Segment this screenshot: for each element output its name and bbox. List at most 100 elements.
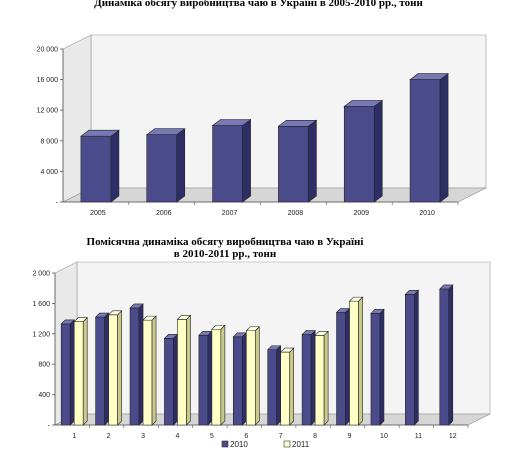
chart2-xtick-label: 1 <box>72 433 76 440</box>
chart1-bar-top <box>145 128 186 135</box>
chart2-bar-2010-9 <box>336 312 346 426</box>
chart2-xtick-label: 5 <box>210 433 214 440</box>
chart2-xtick-label: 11 <box>415 433 422 440</box>
chart1-ytick-label: 20 000 <box>37 47 59 54</box>
chart2-xtick-label: 2 <box>107 433 111 440</box>
chart2-bar-top <box>370 308 385 314</box>
chart2-bar-top <box>129 303 144 309</box>
chart2-xtick-label: 9 <box>348 433 352 440</box>
chart2-bar-side <box>82 316 88 426</box>
chart2-bar-side <box>173 333 178 426</box>
chart1-ytick-label: 4 000 <box>40 169 58 176</box>
chart2-xtick-label: 6 <box>244 433 248 440</box>
chart2-bar-2010-4 <box>164 338 174 426</box>
chart2-bar-side <box>186 314 191 426</box>
chart2-bar-2011-9 <box>349 300 359 426</box>
chart2-xtick-label: 8 <box>313 433 317 440</box>
chart2-bar-top <box>142 315 157 321</box>
chart2-bar-2011-5 <box>211 328 222 426</box>
chart2-xtick-label: 12 <box>449 433 457 440</box>
chart2-bar-side <box>414 289 419 426</box>
chart1-title: Динаміка обсягу виробництва чаю в Україн… <box>94 0 423 9</box>
chart2-bar-side <box>207 330 213 426</box>
chart1-bar-top <box>277 119 318 127</box>
chart2-bar-side <box>276 345 282 426</box>
chart1-xtick-label: 2007 <box>222 210 238 217</box>
chart2-bar-top <box>266 345 282 351</box>
chart2-xtick-label: 4 <box>176 433 180 440</box>
chart2-title: Помісячна динаміка обсягу виробництва ча… <box>0 236 450 260</box>
chart2-bar-side <box>289 347 295 426</box>
chart2-ytick-label: 2 000 <box>32 271 50 278</box>
chart2-bar-2010-10 <box>370 312 381 426</box>
chart2-xtick-label: 10 <box>380 433 388 440</box>
chart2-bar-top <box>439 284 454 290</box>
chart1-xtick-label: 2006 <box>156 210 172 217</box>
chart2-bar-top <box>73 317 88 322</box>
legend-label-2010: 2010 <box>230 440 248 449</box>
chart2-bar-top <box>279 347 295 353</box>
chart1-xtick-label: 2008 <box>288 210 304 217</box>
chart2-bar-top <box>211 324 226 330</box>
chart2-bar-side <box>104 312 109 426</box>
chart2-bar-2011-8 <box>314 335 325 426</box>
chart1-bar-top <box>343 100 384 107</box>
chart2-bar-2011-1 <box>73 321 84 426</box>
chart2-bar-2011-3 <box>142 319 153 426</box>
chart2-bar-top <box>348 296 364 302</box>
chart1-xtick-label: 2010 <box>419 210 435 217</box>
chart2-bar-2010-12 <box>439 288 450 426</box>
chart1: - 4 000 8 000 12 000 16 000 20 000 2005 2006 200… <box>37 34 487 217</box>
chart2-xtick-label: 3 <box>141 433 145 440</box>
chart2-bar-top <box>314 331 329 336</box>
chart2-bar-top <box>176 315 192 320</box>
legend-swatch-2010 <box>221 440 229 448</box>
chart2-bar-2011-7 <box>280 351 291 426</box>
chart2-bar-top <box>60 319 75 325</box>
chart2-ytick-label: 800 <box>38 362 50 369</box>
chart2-bar-2010-3 <box>129 307 140 426</box>
chart2-bar-2011-4 <box>177 319 187 426</box>
chart2-bar-top <box>301 330 316 335</box>
chart2-bar-2010-6 <box>232 336 243 426</box>
chart2-bar-side <box>254 326 260 426</box>
chart2-ytick-label: 1 600 <box>32 301 50 308</box>
chart2-title-line2: в 2010-2011 рр., тонн <box>173 248 277 260</box>
chart1-ytick-label: - <box>56 200 59 207</box>
chart2-bar-2011-6 <box>245 330 256 426</box>
chart2-bar-side <box>117 310 122 426</box>
chart2-bar-2010-5 <box>198 335 209 426</box>
chart2-bar-top <box>245 326 261 332</box>
chart2-bar-side <box>379 308 385 426</box>
chart2-bar-2010-11 <box>405 293 415 426</box>
chart2-bar-2011-2 <box>108 314 118 426</box>
chart2-bar-2010-2 <box>95 316 105 426</box>
chart2-bar-side <box>241 332 247 426</box>
chart1-xtick-label: 2009 <box>353 210 369 217</box>
chart1-ytick-label: 8 000 <box>40 138 58 145</box>
chart2-bar-2010-8 <box>301 334 312 426</box>
chart2-bar-top <box>107 310 123 316</box>
chart2-bar-side <box>358 296 363 426</box>
chart2-ytick-label: 400 <box>38 392 50 399</box>
chart2-bar-top <box>404 289 420 295</box>
legend-swatch-2011 <box>283 440 291 448</box>
chart2-xtick-label: 7 <box>279 433 283 440</box>
chart2-bar-top <box>94 312 110 318</box>
legend-label-2011: 2011 <box>292 440 310 449</box>
chart2-ytick-label: - <box>48 423 51 430</box>
chart2-bar-side <box>220 324 226 426</box>
chart1-bar-top <box>211 119 252 126</box>
chart2-bar-side <box>448 284 454 426</box>
chart2-bar-2010-7 <box>267 349 278 426</box>
chart2-bar-side <box>345 307 350 426</box>
chart2-bar-side <box>323 330 329 426</box>
chart2-bar-2010-1 <box>60 323 71 426</box>
chart2-ytick-label: 1 200 <box>32 331 50 338</box>
chart1-bar-top <box>80 129 120 137</box>
chart2-bar-side <box>69 319 75 426</box>
chart1-ytick-label: 16 000 <box>37 77 59 84</box>
chart1-xtick-label: 2005 <box>90 210 106 217</box>
chart2-bar-side <box>310 329 316 426</box>
